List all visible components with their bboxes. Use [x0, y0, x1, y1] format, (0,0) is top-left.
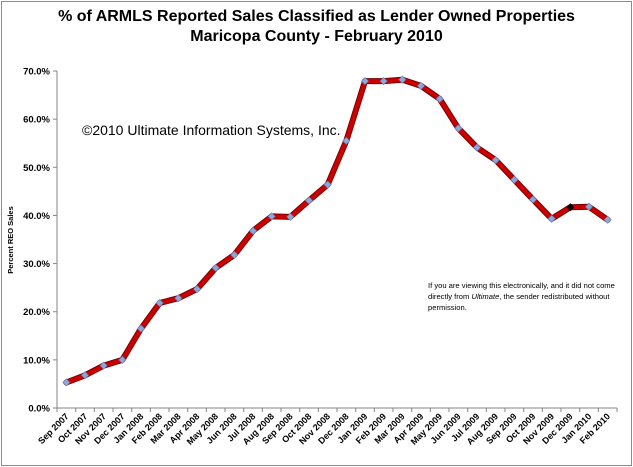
- data-point: [584, 202, 594, 211]
- data-point: [80, 371, 90, 380]
- data-point: [211, 263, 220, 272]
- data-point: [398, 75, 407, 84]
- data-point: [248, 226, 258, 235]
- data-point: [472, 143, 482, 152]
- data-point: [155, 299, 164, 308]
- y-tick-label: 70.0%: [23, 67, 50, 78]
- note-text-emphasis: Ultimate: [471, 292, 500, 301]
- y-tick-label: 40.0%: [23, 211, 50, 222]
- data-point: [136, 324, 146, 333]
- data-point: [547, 214, 556, 223]
- y-tick-label: 20.0%: [23, 307, 50, 318]
- data-point: [360, 77, 370, 86]
- copyright-notice: ©2010 Ultimate Information Systems, Inc.: [82, 122, 341, 138]
- series-group: [62, 75, 612, 387]
- y-tick-label: 0.0%: [28, 404, 50, 415]
- data-point: [192, 285, 202, 294]
- data-point: [174, 294, 183, 303]
- data-point: [62, 378, 71, 387]
- data-point: [304, 196, 314, 205]
- data-point: [416, 81, 426, 90]
- data-point: [510, 175, 519, 184]
- y-tick-label: 60.0%: [23, 115, 50, 126]
- data-point: [379, 77, 388, 86]
- redistribution-note: If you are viewing this electronically, …: [428, 280, 618, 313]
- y-tick-label: 30.0%: [23, 259, 50, 270]
- chart-title: % of ARMLS Reported Sales Classified as …: [58, 8, 575, 25]
- y-axis-ticks: 0.0% 10.0% 20.0% 30.0% 40.0% 50.0% 60.0% 70.0%: [23, 67, 57, 415]
- y-tick-label: 10.0%: [23, 355, 50, 366]
- data-point: [603, 215, 612, 224]
- data-point: [491, 156, 500, 165]
- data-point: [566, 203, 575, 212]
- note-text-end: , the sender redistributed without permi…: [428, 292, 610, 312]
- data-point: [267, 212, 276, 221]
- data-point: [286, 212, 295, 221]
- series-line: [64, 77, 610, 385]
- y-axis-label: Percent REO Sales: [6, 206, 15, 274]
- data-point: [528, 195, 538, 204]
- data-point: [323, 180, 332, 189]
- data-point: [99, 361, 108, 370]
- data-point: [342, 136, 351, 145]
- data-point: [118, 355, 127, 364]
- data-point: [454, 124, 463, 133]
- data-point: [435, 94, 444, 103]
- data-point: [230, 250, 239, 259]
- chart-subtitle: Maricopa County - February 2010: [190, 28, 443, 45]
- note-text-start: If you are viewing this electronically, …: [428, 281, 615, 301]
- y-tick-label: 50.0%: [23, 163, 50, 174]
